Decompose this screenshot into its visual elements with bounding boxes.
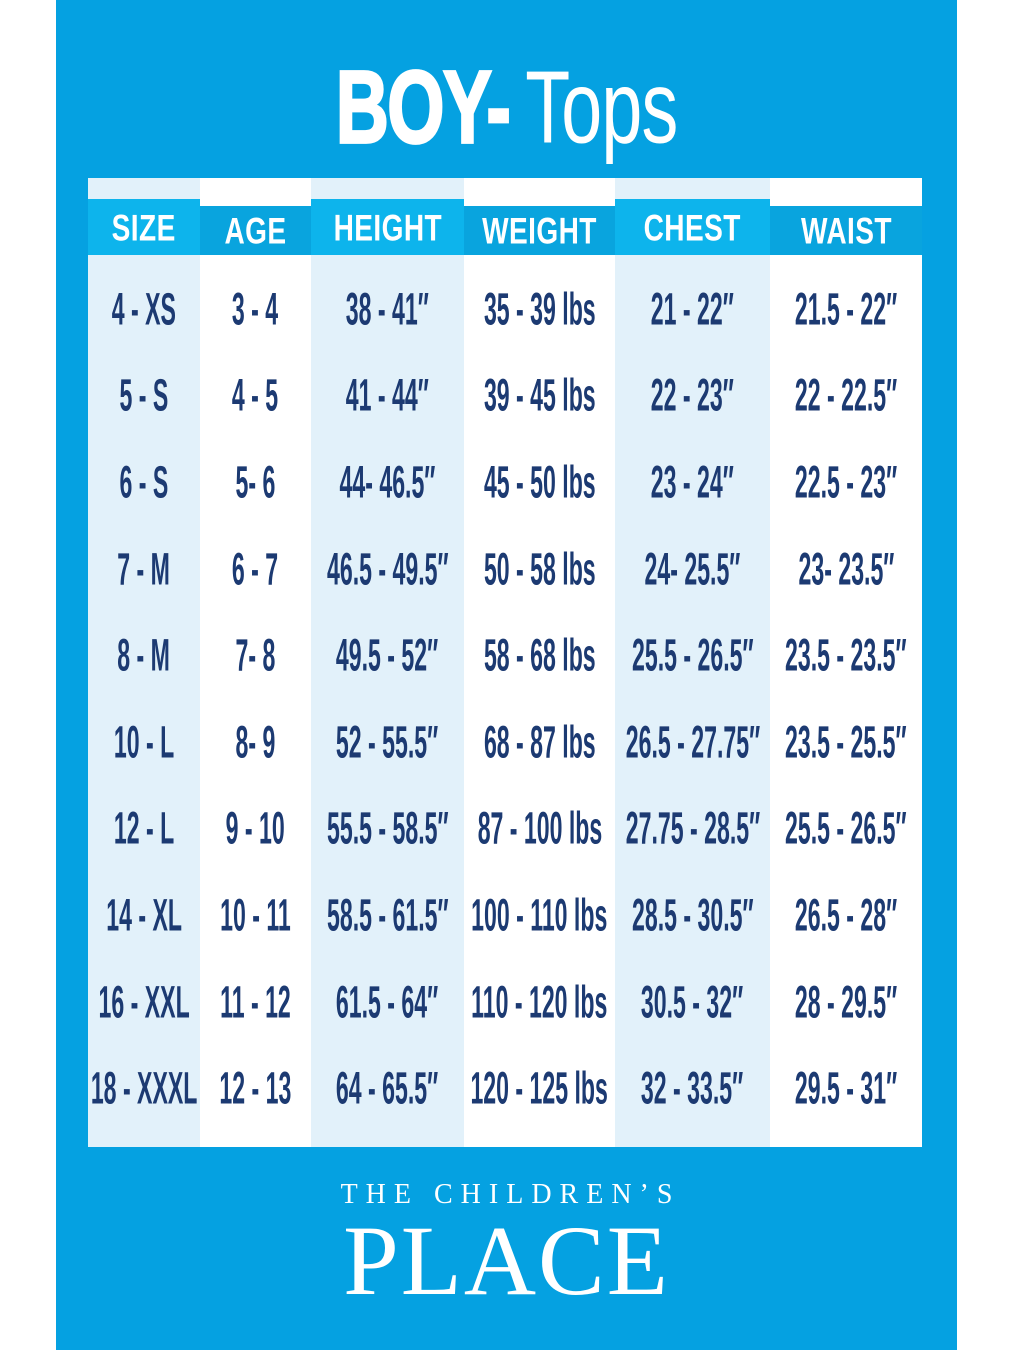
cell-age: 6 - 7 (232, 542, 279, 594)
column-header-waist-label: WAIST (800, 209, 892, 252)
table-row: 18 - XXXL 12 - 13 64 - 65.5″ 120 - 125 l… (88, 1044, 922, 1131)
page-title-text: BOY- Tops (335, 55, 679, 161)
table-top-spacer (88, 178, 922, 199)
column-header-waist: WAIST (770, 206, 922, 255)
cell-chest: 27.75 - 28.5″ (625, 802, 760, 854)
cell-height: 64 - 65.5″ (336, 1062, 439, 1114)
cell-weight: 100 - 110 lbs (471, 888, 608, 940)
cell-chest: 24- 25.5″ (644, 542, 741, 594)
table-body: 4 - XS 3 - 4 38 - 41″ 35 - 39 lbs 21 - 2… (88, 255, 922, 1147)
cell-age: 4 - 5 (232, 369, 279, 421)
column-bg-chest (615, 178, 770, 1147)
cell-weight: 87 - 100 lbs (477, 802, 602, 854)
cell-weight: 110 - 120 lbs (471, 975, 608, 1027)
cell-weight: 50 - 58 lbs (483, 542, 596, 594)
column-header-chest: CHEST (615, 199, 770, 255)
size-chart-table: SIZE AGE HEIGHT WEIGHT CHEST WAIST 4 - X… (88, 178, 922, 1147)
cell-chest: 22 - 23″ (651, 369, 734, 421)
cell-size: 12 - L (113, 802, 175, 854)
column-bg-height (311, 178, 464, 1147)
table-row: 4 - XS 3 - 4 38 - 41″ 35 - 39 lbs 21 - 2… (88, 265, 922, 352)
table-row: 8 - M 7- 8 49.5 - 52″ 58 - 68 lbs 25.5 -… (88, 611, 922, 698)
cell-chest: 21 - 22″ (651, 282, 734, 334)
cell-waist: 23- 23.5″ (798, 542, 894, 594)
cell-chest: 23 - 24″ (651, 455, 734, 508)
cell-size: 4 - XS (111, 282, 177, 334)
cell-height: 38 - 41″ (346, 282, 429, 334)
table-row: 6 - S 5- 6 44- 46.5″ 45 - 50 lbs 23 - 24… (88, 438, 922, 525)
cell-height: 49.5 - 52″ (336, 629, 439, 681)
cell-age: 12 - 13 (219, 1062, 292, 1114)
cell-waist: 28 - 29.5″ (794, 975, 898, 1027)
cell-height: 58.5 - 61.5″ (326, 888, 449, 940)
title-garment: Tops (525, 50, 678, 166)
cell-height: 44- 46.5″ (339, 455, 436, 508)
cell-chest: 28.5 - 30.5″ (631, 888, 754, 940)
table-row: 16 - XXL 11 - 12 61.5 - 64″ 110 - 120 lb… (88, 958, 922, 1045)
cell-height: 55.5 - 58.5″ (326, 802, 449, 854)
column-header-height-label: HEIGHT (333, 206, 442, 248)
cell-height: 46.5 - 49.5″ (326, 542, 449, 594)
cell-size: 6 - S (119, 455, 169, 508)
cell-age: 10 - 11 (220, 888, 291, 940)
cell-waist: 22 - 22.5″ (794, 369, 898, 421)
cell-weight: 45 - 50 lbs (483, 455, 596, 508)
cell-height: 61.5 - 64″ (336, 975, 439, 1027)
cell-weight: 39 - 45 lbs (483, 369, 596, 421)
cell-height: 52 - 55.5″ (336, 715, 439, 767)
column-header-height: HEIGHT (311, 199, 464, 255)
cell-chest: 26.5 - 27.75″ (625, 715, 760, 767)
cell-chest: 25.5 - 26.5″ (631, 629, 754, 681)
cell-age: 7- 8 (235, 629, 276, 681)
cell-size: 8 - M (117, 629, 171, 681)
brand-name-bottom: PLACE (343, 1205, 670, 1316)
cell-size: 18 - XXXL (90, 1062, 198, 1114)
cell-age: 11 - 12 (220, 975, 291, 1027)
title-category: BOY- (335, 50, 512, 166)
cell-size: 16 - XXL (98, 975, 190, 1027)
cell-waist: 26.5 - 28″ (794, 888, 898, 940)
cell-age: 5- 6 (235, 455, 276, 508)
cell-height: 41 - 44″ (346, 369, 429, 421)
table-row: 10 - L 8- 9 52 - 55.5″ 68 - 87 lbs 26.5 … (88, 698, 922, 785)
cell-weight: 68 - 87 lbs (483, 715, 596, 767)
table-row: 5 - S 4 - 5 41 - 44″ 39 - 45 lbs 22 - 23… (88, 352, 922, 439)
cell-age: 9 - 10 (225, 802, 286, 854)
cell-waist: 25.5 - 26.5″ (785, 802, 907, 854)
cell-age: 8- 9 (235, 715, 276, 767)
table-header-row: SIZE AGE HEIGHT WEIGHT CHEST WAIST (88, 199, 922, 255)
cell-size: 10 - L (113, 715, 175, 767)
cell-waist: 21.5 - 22″ (794, 282, 898, 334)
cell-weight: 120 - 125 lbs (470, 1062, 609, 1114)
table-row: 14 - XL 10 - 11 58.5 - 61.5″ 100 - 110 l… (88, 871, 922, 958)
cell-chest: 32 - 33.5″ (641, 1062, 744, 1114)
column-header-size-label: SIZE (111, 206, 177, 248)
table-row: 12 - L 9 - 10 55.5 - 58.5″ 87 - 100 lbs … (88, 785, 922, 872)
column-header-weight: WEIGHT (464, 206, 615, 255)
blue-canvas: BOY- Tops SIZE AGE HEIGHT WEIGHT CHEST WA… (56, 0, 957, 1350)
footer-logo: THE CHILDREN’S PLACE (56, 1178, 957, 1316)
page-title: BOY- Tops (56, 46, 957, 170)
table-row: 7 - M 6 - 7 46.5 - 49.5″ 50 - 58 lbs 24-… (88, 525, 922, 612)
cell-waist: 22.5 - 23″ (794, 455, 898, 508)
cell-weight: 35 - 39 lbs (483, 282, 596, 334)
column-header-age: AGE (200, 206, 311, 255)
cell-size: 7 - M (117, 542, 171, 594)
brand-name-top: THE CHILDREN’S (340, 1179, 681, 1210)
cell-age: 3 - 4 (232, 282, 279, 334)
cell-size: 14 - XL (106, 888, 182, 940)
column-header-chest-label: CHEST (643, 206, 742, 248)
cell-waist: 29.5 - 31″ (794, 1062, 898, 1114)
cell-chest: 30.5 - 32″ (641, 975, 744, 1027)
column-bg-size (88, 178, 200, 1147)
cell-size: 5 - S (119, 369, 169, 421)
cell-waist: 23.5 - 25.5″ (785, 715, 907, 767)
cell-waist: 23.5 - 23.5″ (785, 629, 907, 681)
column-header-age-label: AGE (224, 209, 287, 252)
column-header-size: SIZE (88, 199, 200, 255)
cell-weight: 58 - 68 lbs (483, 629, 596, 681)
column-header-weight-label: WEIGHT (482, 209, 597, 252)
